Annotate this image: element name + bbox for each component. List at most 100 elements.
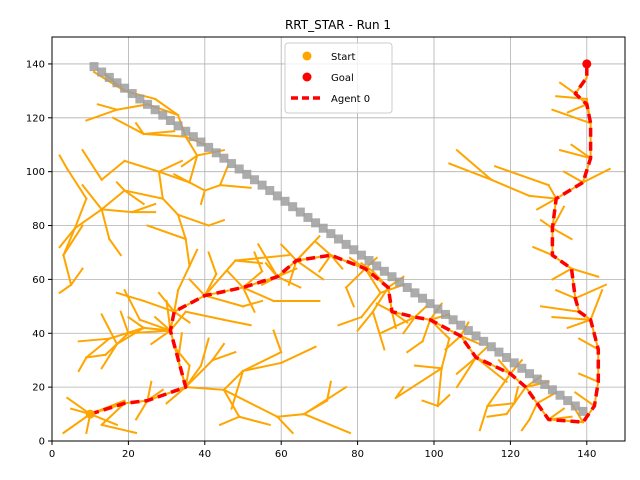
tree-edge (73, 207, 104, 230)
x-tick-label: 100 (424, 449, 443, 460)
tree-edge (180, 154, 199, 168)
tree-edge (62, 224, 84, 257)
obstacle-cell (143, 99, 152, 109)
y-tick-label: 40 (32, 329, 45, 340)
tree-edge (570, 143, 593, 160)
tree-edge (107, 237, 123, 257)
tree-edge (81, 183, 104, 211)
tree-edge (176, 264, 191, 292)
obstacle-cell (448, 315, 458, 325)
tree-edge (253, 251, 264, 273)
tree-edge (165, 385, 188, 405)
tree-edge (142, 132, 187, 138)
tree-edge (371, 286, 390, 314)
obstacle-cell (265, 186, 275, 196)
obstacle-cell (311, 218, 321, 228)
x-axis: 0 20 40 60 80 100 120 140 (49, 441, 596, 460)
tree-edge (302, 399, 329, 416)
tree-edge (188, 277, 207, 297)
tree-edge (203, 272, 218, 297)
obstacle-cell (372, 261, 382, 271)
tree-edge (402, 315, 417, 335)
obstacle-cell (471, 331, 481, 341)
obstacle-cell (356, 250, 366, 260)
tree-edge (199, 337, 210, 367)
obstacle-cell (158, 110, 168, 120)
obstacle-cell (104, 72, 114, 82)
tree-edge (474, 356, 508, 384)
tree-edge (172, 310, 191, 324)
obstacle-cell (188, 132, 198, 142)
obstacle-cell (402, 282, 412, 292)
obstacle-cell (257, 180, 267, 190)
obstacle-cell (127, 89, 137, 99)
tree-edge (528, 401, 539, 421)
tree-edge (390, 310, 398, 330)
obstacle-cell (509, 358, 519, 368)
tree-edge (207, 218, 226, 227)
x-tick-label: 140 (577, 449, 596, 460)
tree-edge (161, 197, 180, 217)
y-tick-label: 140 (26, 59, 45, 70)
tree-edge (486, 372, 512, 408)
obstacle-cell (463, 326, 473, 336)
tree-edge (130, 202, 157, 214)
tree-edge (115, 291, 145, 303)
tree-edge (127, 329, 172, 335)
tree-edge (85, 108, 119, 122)
tree-edge (455, 356, 478, 389)
tree-edge (100, 189, 126, 211)
tree-edge (570, 267, 600, 278)
tree-edge (73, 197, 88, 230)
tree-edge (405, 339, 424, 354)
tree-edge (493, 165, 550, 187)
obstacle-cell (433, 304, 443, 314)
obstacle-cell (227, 159, 237, 169)
legend-start-marker (302, 51, 312, 61)
tree-edge (88, 412, 119, 427)
obstacle-cell (272, 191, 282, 201)
y-tick-label: 20 (32, 383, 45, 394)
x-tick-label: 120 (501, 449, 520, 460)
tree-edge (279, 242, 298, 262)
tree-edge (226, 269, 245, 289)
obstacle-cell (364, 256, 374, 266)
tree-edge (153, 97, 180, 117)
y-tick-label: 120 (26, 113, 45, 124)
tree-edge (577, 372, 600, 384)
start-marker (85, 409, 95, 419)
obstacle-cell (204, 142, 214, 152)
tree-edge (100, 401, 126, 427)
tree-edge (329, 253, 344, 271)
obstacle-cell (280, 196, 290, 206)
tree-edge (237, 415, 271, 427)
obstacle-cell (97, 67, 107, 77)
agent-0-path (89, 63, 601, 424)
tree-edge (146, 380, 153, 402)
chart-title: RRT_STAR - Run 1 (285, 18, 391, 32)
tree-edge (203, 183, 222, 192)
obstacle-cell (288, 202, 298, 212)
tree-edge (188, 181, 207, 192)
y-tick-label: 80 (32, 221, 45, 232)
tree-edge (176, 213, 187, 241)
tree-edge (199, 189, 207, 206)
tree-edge (539, 218, 554, 230)
tree-edge (134, 399, 149, 421)
tree-edge (363, 267, 382, 295)
tree-edge (169, 310, 188, 332)
tree-edge (123, 189, 146, 206)
tree-edge (65, 167, 88, 200)
obstacle-cell (456, 320, 466, 330)
obstacle-cell (563, 396, 573, 406)
tree-edge (222, 369, 245, 392)
tree-edge (551, 226, 573, 241)
tree-edge (100, 423, 138, 435)
tree-edge (149, 329, 172, 346)
tree-edge (394, 385, 405, 400)
tree-edge (108, 326, 145, 340)
obstacle-cell (395, 277, 405, 287)
tree-edge (573, 391, 596, 408)
tree-edge (77, 337, 111, 343)
